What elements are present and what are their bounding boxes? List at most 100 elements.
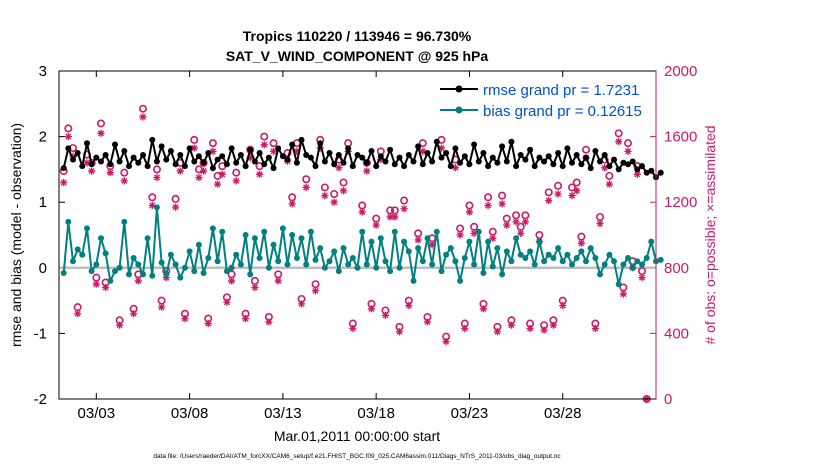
rmse-point [564,145,571,152]
obs-assimilated-marker [391,213,399,221]
obs-assimilated-marker [381,311,390,319]
obs-assimilated-marker [456,231,464,239]
obs-assimilated-marker [479,305,488,313]
rmse-point [443,150,450,156]
obs-assimilated-marker [503,221,511,229]
obs-assimilated-marker [377,155,385,164]
rmse-point [247,146,254,153]
bias-point [74,246,81,253]
y-tick-label: 2 [39,129,47,146]
rmse-point [303,152,310,158]
obs-assimilated-marker [190,144,198,152]
series-group [60,136,664,288]
obs-assimilated-marker [489,234,497,242]
bias-point [396,264,403,271]
rmse-point [158,143,165,150]
bias-point [601,261,608,268]
rmse-point [149,136,156,143]
rmse-point [643,169,650,176]
obs-possible-marker [208,139,217,148]
bias-point [615,281,622,288]
rmse-point [200,159,207,166]
obs-assimilated-marker [437,144,446,152]
rmse-point [475,158,482,165]
obs-possible-marker [624,139,633,148]
obs-assimilated-marker [120,177,128,185]
obs-assimilated-marker [405,301,413,310]
y-axis-label: rmse and bias (model - observation) [8,123,24,347]
obs-assimilated-marker [395,328,404,336]
obs-assimilated-marker [372,221,380,229]
rmse-point [401,163,408,170]
rmse-point [130,154,137,161]
bias-point [163,271,170,278]
rmse-point [634,166,641,173]
obs-possible-marker [544,188,553,197]
obs-assimilated-marker [605,180,613,188]
rmse-point [126,163,132,170]
rmse-point [494,159,501,166]
x-ticks: 03/03 03/08 03/13 03/18 03/23 03/28 [78,71,581,422]
obs-assimilated-marker [260,141,268,149]
obs-possible-marker [400,196,409,205]
obs-possible-marker [554,181,563,190]
bias-point [321,264,328,271]
rmse-point [396,154,403,161]
bias-point [424,235,431,242]
obs-assimilated-marker [554,190,562,198]
y2-tick-label: 0 [664,391,672,408]
rmse-point [335,152,342,158]
obs-assimilated-marker [311,287,320,295]
rmse-point [531,163,538,170]
bias-point [536,238,543,245]
bias-point [527,248,534,255]
obs-assimilated-marker [116,321,124,329]
rmse-point [457,159,464,166]
obs-assimilated-marker [148,201,156,210]
obs-assimilated-marker [139,113,147,121]
bias-point [657,256,664,263]
rmse-point [508,138,515,145]
obs-assimilated-marker [241,315,250,323]
bias-point [475,228,482,235]
bias-point [625,255,631,261]
obs-assimilated-marker [335,164,343,172]
bias-point [298,235,305,242]
obs-assimilated-marker [624,147,632,155]
data-file-note: data file: /Users/raeder/DAI/ATM_forcXX/… [153,453,561,460]
rmse-point [503,158,510,165]
bias-point [447,245,454,252]
rmse-point [102,152,109,158]
obs-possible-marker [362,158,371,167]
rmse-point [140,152,146,158]
rmse-point [373,163,380,170]
bias-point [541,258,548,265]
bias-point [158,259,165,266]
y2-tick-label: 1200 [664,194,697,211]
obs-possible-marker [152,165,161,174]
bias-point [517,251,524,258]
obs-assimilated-marker [591,324,599,333]
bias-point [415,245,422,252]
bias-point [130,255,137,261]
obs-assimilated-marker [69,152,77,160]
rmse-point [545,153,552,160]
obs-assimilated-marker [232,177,240,185]
rmse-point [256,150,263,156]
rmse-point [275,145,282,152]
bias-point [205,255,212,261]
rmse-point [461,153,468,160]
obs-assimilated-marker [451,164,460,172]
bias-point [363,261,370,268]
rmse-point [569,159,575,166]
rmse-point [326,150,333,156]
rmse-point [186,145,193,152]
bias-point [335,268,342,275]
rmse-point [550,161,557,168]
rmse-point [214,156,221,163]
bias-point [513,235,520,242]
rmse-point [289,141,296,148]
obs-assimilated-marker [134,277,142,285]
bias-point [438,268,445,275]
obs-possible-marker [120,168,129,177]
